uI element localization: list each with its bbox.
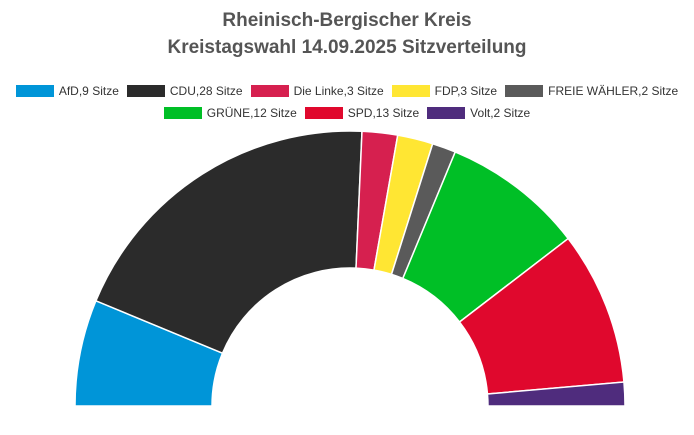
legend-label: SPD,13 Sitze: [347, 106, 420, 120]
legend-item[interactable]: AfD,9 Sitze: [15, 84, 119, 98]
legend-swatch: [163, 107, 202, 119]
legend-swatch: [15, 85, 54, 97]
legend-swatch: [126, 85, 165, 97]
legend-label: FREIE WÄHLER,2 Sitze: [548, 84, 679, 98]
legend-item[interactable]: FREIE WÄHLER,2 Sitze: [505, 84, 678, 98]
legend-row-1: AfD,9 Sitze CDU,28 Sitze Die Linke,3 Sitze…: [0, 84, 694, 98]
legend-swatch: [250, 85, 289, 97]
legend-row-2: GRÜNE,12 Sitze SPD,13 Sitze Volt,2 Sitze: [0, 106, 694, 120]
chart-subtitle: Kreistagswahl 14.09.2025 Sitzverteilung: [167, 37, 527, 58]
slice-cdu[interactable]: [94, 130, 363, 355]
legend-label: GRÜNE,12 Sitze: [206, 106, 297, 120]
legend-label: AfD,9 Sitze: [58, 84, 119, 98]
legend-label: FDP,3 Sitze: [434, 84, 498, 98]
legend-item[interactable]: GRÜNE,12 Sitze: [163, 106, 297, 120]
chart-title: Rheinisch-Bergischer Kreis: [222, 10, 472, 31]
legend-label: Die Linke,3 Sitze: [293, 84, 384, 98]
legend-label: Volt,2 Sitze: [470, 106, 531, 120]
legend-item[interactable]: Volt,2 Sitze: [427, 106, 530, 120]
slice-volt[interactable]: [486, 381, 626, 407]
legend-item[interactable]: SPD,13 Sitze: [304, 106, 420, 120]
legend-swatch: [427, 107, 466, 119]
legend-item[interactable]: FDP,3 Sitze: [391, 84, 498, 98]
legend-item[interactable]: Die Linke,3 Sitze: [250, 84, 384, 98]
legend-item[interactable]: CDU,28 Sitze: [126, 84, 243, 98]
legend-swatch: [505, 85, 544, 97]
legend-label: CDU,28 Sitze: [169, 84, 243, 98]
legend-swatch: [304, 107, 343, 119]
legend-swatch: [391, 85, 430, 97]
